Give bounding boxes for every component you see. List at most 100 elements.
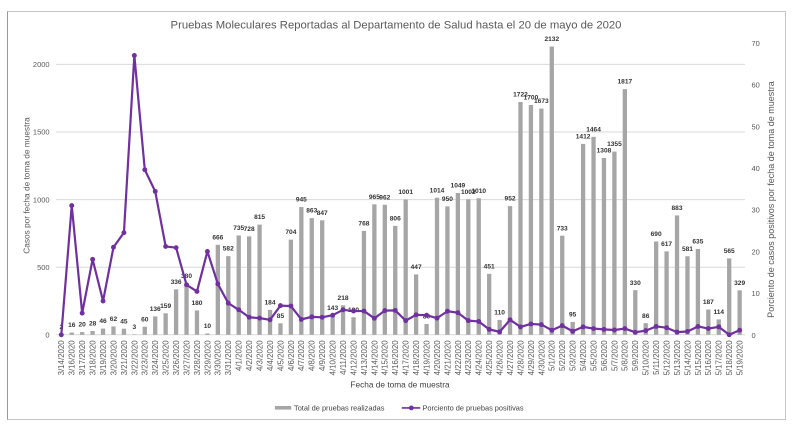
svg-text:40: 40 [752,164,760,173]
svg-text:5/18/2020: 5/18/2020 [725,340,734,376]
svg-text:451: 451 [484,263,495,270]
svg-text:159: 159 [160,303,171,310]
svg-text:4/6/2020: 4/6/2020 [287,340,296,371]
svg-text:666: 666 [212,234,223,241]
svg-text:3/27/2020: 3/27/2020 [182,340,191,376]
svg-text:4/25/2020: 4/25/2020 [485,340,494,376]
svg-text:806: 806 [390,215,401,222]
svg-text:4/27/2020: 4/27/2020 [506,340,515,376]
svg-text:85: 85 [277,313,285,320]
svg-text:114: 114 [713,309,724,316]
svg-text:Casos por fecha de toma de mue: Casos por fecha de toma de muestra [21,117,31,254]
svg-text:3/21/2020: 3/21/2020 [120,340,129,376]
svg-text:4/30/2020: 4/30/2020 [537,340,546,376]
svg-text:86: 86 [642,313,650,320]
svg-text:5/3/2020: 5/3/2020 [569,340,578,371]
svg-text:690: 690 [651,231,662,238]
svg-text:4/23/2020: 4/23/2020 [464,340,473,376]
svg-text:95: 95 [569,312,577,319]
svg-text:3/16/2020: 3/16/2020 [68,340,77,376]
svg-text:5/10/2020: 5/10/2020 [642,340,651,376]
svg-text:1464: 1464 [586,126,601,133]
svg-text:5/13/2020: 5/13/2020 [673,340,682,376]
svg-text:5/2/2020: 5/2/2020 [558,340,567,371]
svg-text:60: 60 [141,316,149,323]
svg-text:704: 704 [285,229,296,236]
svg-text:10: 10 [204,323,212,330]
svg-text:3/31/2020: 3/31/2020 [224,340,233,376]
svg-text:5/5/2020: 5/5/2020 [589,340,598,371]
svg-text:4/18/2020: 4/18/2020 [412,340,421,376]
svg-text:143: 143 [327,305,338,312]
svg-text:5/14/2020: 5/14/2020 [683,340,692,376]
svg-text:582: 582 [223,246,234,253]
svg-text:500: 500 [37,263,50,272]
svg-text:3/20/2020: 3/20/2020 [109,340,118,376]
svg-text:45: 45 [120,318,128,325]
svg-text:46: 46 [99,318,107,325]
svg-text:4/24/2020: 4/24/2020 [475,340,484,376]
svg-text:Fecha de toma de muestra: Fecha de toma de muestra [350,379,450,389]
svg-text:447: 447 [411,264,422,271]
svg-text:2000: 2000 [33,60,50,69]
svg-text:60: 60 [752,81,760,90]
svg-text:4/8/2020: 4/8/2020 [308,340,317,371]
svg-text:Total de pruebas realizadas: Total de pruebas realizadas [294,404,385,413]
svg-text:20: 20 [752,247,760,256]
svg-text:4/11/2020: 4/11/2020 [339,340,348,375]
svg-text:581: 581 [682,246,693,253]
svg-text:2132: 2132 [544,36,559,43]
svg-text:3/25/2020: 3/25/2020 [162,340,171,376]
svg-text:1673: 1673 [534,98,549,105]
svg-text:380: 380 [181,273,192,280]
svg-text:5/7/2020: 5/7/2020 [610,340,619,371]
svg-text:565: 565 [724,248,735,255]
svg-text:815: 815 [254,214,265,221]
svg-text:1014: 1014 [430,187,445,194]
svg-text:187: 187 [703,299,714,306]
svg-text:4/29/2020: 4/29/2020 [527,340,536,376]
svg-text:0: 0 [45,331,49,340]
svg-text:4/13/2020: 4/13/2020 [360,340,369,376]
svg-text:4/15/2020: 4/15/2020 [381,340,390,376]
svg-text:3/17/2020: 3/17/2020 [78,340,87,376]
svg-text:Porciento de casos positivos p: Porciento de casos positivos por fecha d… [766,81,776,318]
svg-text:3/19/2020: 3/19/2020 [99,340,108,376]
svg-text:5/9/2020: 5/9/2020 [631,340,640,371]
svg-text:3/29/2020: 3/29/2020 [203,340,212,376]
svg-text:5/19/2020: 5/19/2020 [736,340,745,376]
svg-text:735: 735 [233,225,244,232]
svg-text:4/19/2020: 4/19/2020 [422,340,431,376]
svg-text:4/17/2020: 4/17/2020 [402,340,411,376]
svg-text:3/14/2020: 3/14/2020 [57,340,66,376]
svg-text:3/26/2020: 3/26/2020 [172,340,181,376]
svg-text:1010: 1010 [471,188,486,195]
svg-text:20: 20 [78,322,86,329]
svg-text:4/5/2020: 4/5/2020 [276,340,285,371]
svg-text:728: 728 [244,226,255,233]
svg-text:3/23/2020: 3/23/2020 [141,340,150,376]
svg-text:1722: 1722 [513,92,528,99]
svg-text:Porciento de pruebas positivas: Porciento de pruebas positivas [423,404,524,413]
svg-text:617: 617 [661,241,672,248]
svg-text:4/22/2020: 4/22/2020 [454,340,463,376]
svg-text:733: 733 [557,225,568,232]
svg-text:136: 136 [150,306,161,313]
svg-text:1049: 1049 [451,183,466,190]
svg-text:180: 180 [191,300,202,307]
svg-text:4/26/2020: 4/26/2020 [496,340,505,376]
svg-text:883: 883 [672,205,683,212]
svg-text:4/21/2020: 4/21/2020 [443,340,452,376]
svg-text:4/1/2020: 4/1/2020 [235,340,244,371]
svg-text:945: 945 [296,197,307,204]
svg-text:1000: 1000 [33,195,50,204]
svg-text:30: 30 [752,206,760,215]
svg-text:5/16/2020: 5/16/2020 [704,340,713,376]
svg-text:5/11/2020: 5/11/2020 [652,340,661,375]
svg-text:5/17/2020: 5/17/2020 [715,340,724,376]
svg-text:5/4/2020: 5/4/2020 [579,340,588,371]
svg-text:0: 0 [752,331,756,340]
svg-text:952: 952 [505,196,516,203]
svg-text:1412: 1412 [576,134,591,141]
svg-text:4/2/2020: 4/2/2020 [245,340,254,371]
